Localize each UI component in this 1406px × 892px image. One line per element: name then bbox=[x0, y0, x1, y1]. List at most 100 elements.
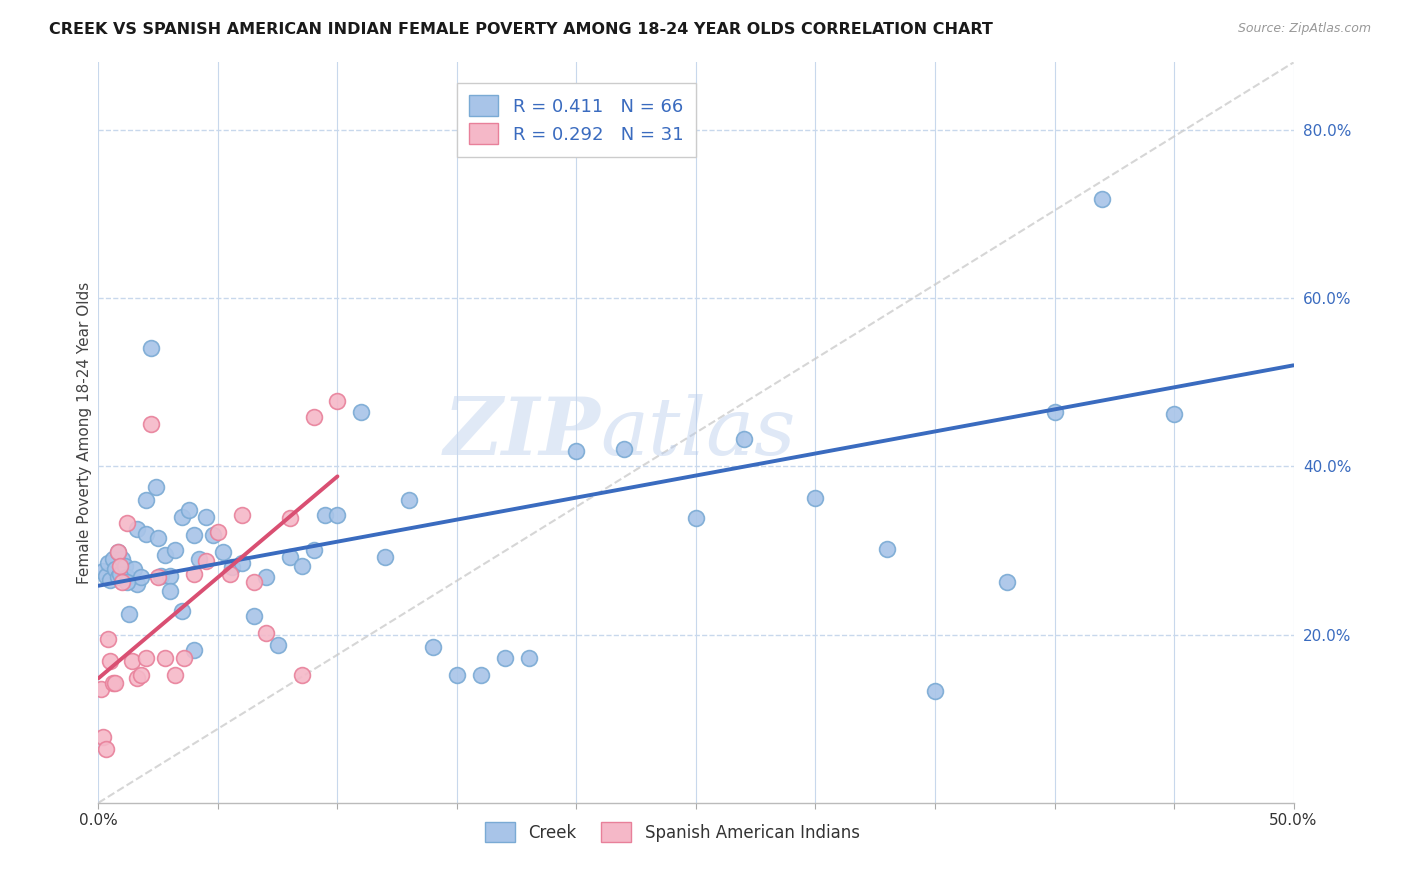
Point bbox=[155, 548, 177, 562]
Point bbox=[125, 522, 148, 536]
Point bbox=[115, 516, 138, 531]
Point bbox=[221, 560, 243, 574]
Point bbox=[291, 668, 314, 682]
Text: Source: ZipAtlas.com: Source: ZipAtlas.com bbox=[1237, 22, 1371, 36]
Point bbox=[291, 558, 314, 573]
Point bbox=[685, 511, 707, 525]
Point bbox=[613, 442, 636, 457]
Point bbox=[302, 410, 325, 425]
Text: CREEK VS SPANISH AMERICAN INDIAN FEMALE POVERTY AMONG 18-24 YEAR OLDS CORRELATIO: CREEK VS SPANISH AMERICAN INDIAN FEMALE … bbox=[49, 22, 993, 37]
Point bbox=[924, 684, 946, 698]
Point bbox=[97, 632, 120, 646]
Point bbox=[350, 404, 373, 418]
Point bbox=[326, 508, 349, 522]
Point bbox=[326, 393, 349, 408]
Point bbox=[111, 575, 134, 590]
Point bbox=[135, 492, 157, 507]
Point bbox=[231, 508, 253, 522]
Point bbox=[104, 562, 127, 576]
Point bbox=[173, 651, 195, 665]
Point bbox=[183, 528, 205, 542]
Point bbox=[315, 508, 337, 522]
Point bbox=[131, 570, 153, 584]
Point bbox=[1163, 407, 1185, 421]
Point bbox=[108, 566, 131, 581]
Point bbox=[97, 556, 120, 570]
Point bbox=[145, 480, 167, 494]
Point bbox=[108, 558, 131, 573]
Point bbox=[101, 676, 124, 690]
Point bbox=[995, 575, 1018, 590]
Point bbox=[278, 550, 301, 565]
Point bbox=[139, 342, 162, 356]
Point bbox=[243, 609, 266, 624]
Point bbox=[876, 541, 898, 556]
Point bbox=[207, 524, 229, 539]
Point bbox=[302, 543, 325, 558]
Point bbox=[733, 433, 755, 447]
Point bbox=[118, 607, 141, 621]
Point bbox=[148, 570, 170, 584]
Point bbox=[172, 604, 194, 618]
Point bbox=[101, 551, 124, 566]
Point bbox=[187, 551, 209, 566]
Point bbox=[107, 545, 129, 559]
Point bbox=[111, 551, 134, 566]
Point bbox=[172, 509, 194, 524]
Point bbox=[183, 642, 205, 657]
Point bbox=[149, 568, 172, 582]
Point bbox=[124, 562, 146, 576]
Point bbox=[155, 651, 177, 665]
Point bbox=[231, 556, 253, 570]
Point bbox=[374, 550, 396, 565]
Point bbox=[114, 558, 136, 573]
Point bbox=[517, 651, 540, 665]
Point bbox=[91, 565, 114, 579]
Point bbox=[202, 528, 225, 542]
Point bbox=[125, 577, 148, 591]
Y-axis label: Female Poverty Among 18-24 Year Olds: Female Poverty Among 18-24 Year Olds bbox=[77, 282, 91, 583]
Point bbox=[159, 568, 181, 582]
Point bbox=[94, 568, 117, 582]
Point bbox=[1043, 404, 1066, 418]
Point bbox=[121, 655, 143, 669]
Point bbox=[107, 570, 129, 584]
Point bbox=[219, 566, 242, 581]
Point bbox=[470, 668, 492, 682]
Point bbox=[254, 625, 277, 640]
Text: ZIP: ZIP bbox=[443, 394, 600, 471]
Point bbox=[494, 651, 516, 665]
Point bbox=[422, 640, 444, 655]
Point bbox=[278, 511, 301, 525]
Legend: Creek, Spanish American Indians: Creek, Spanish American Indians bbox=[477, 814, 868, 850]
Point bbox=[91, 730, 114, 744]
Point bbox=[159, 583, 181, 598]
Point bbox=[804, 491, 827, 506]
Point bbox=[135, 651, 157, 665]
Point bbox=[183, 566, 205, 581]
Point bbox=[243, 575, 266, 590]
Point bbox=[446, 668, 468, 682]
Point bbox=[115, 570, 138, 584]
Point bbox=[125, 671, 148, 685]
Point bbox=[179, 503, 201, 517]
Point bbox=[163, 668, 186, 682]
Point bbox=[398, 492, 420, 507]
Point bbox=[1091, 192, 1114, 206]
Point bbox=[254, 570, 277, 584]
Point bbox=[94, 742, 117, 756]
Point bbox=[98, 573, 122, 587]
Point bbox=[90, 682, 112, 697]
Point bbox=[139, 417, 162, 432]
Point bbox=[267, 638, 290, 652]
Point bbox=[211, 545, 233, 559]
Text: atlas: atlas bbox=[600, 394, 796, 471]
Point bbox=[131, 668, 153, 682]
Point bbox=[195, 509, 218, 524]
Point bbox=[163, 543, 186, 558]
Point bbox=[98, 655, 122, 669]
Point bbox=[107, 545, 129, 559]
Point bbox=[565, 444, 588, 458]
Point bbox=[148, 531, 170, 545]
Point bbox=[195, 553, 218, 567]
